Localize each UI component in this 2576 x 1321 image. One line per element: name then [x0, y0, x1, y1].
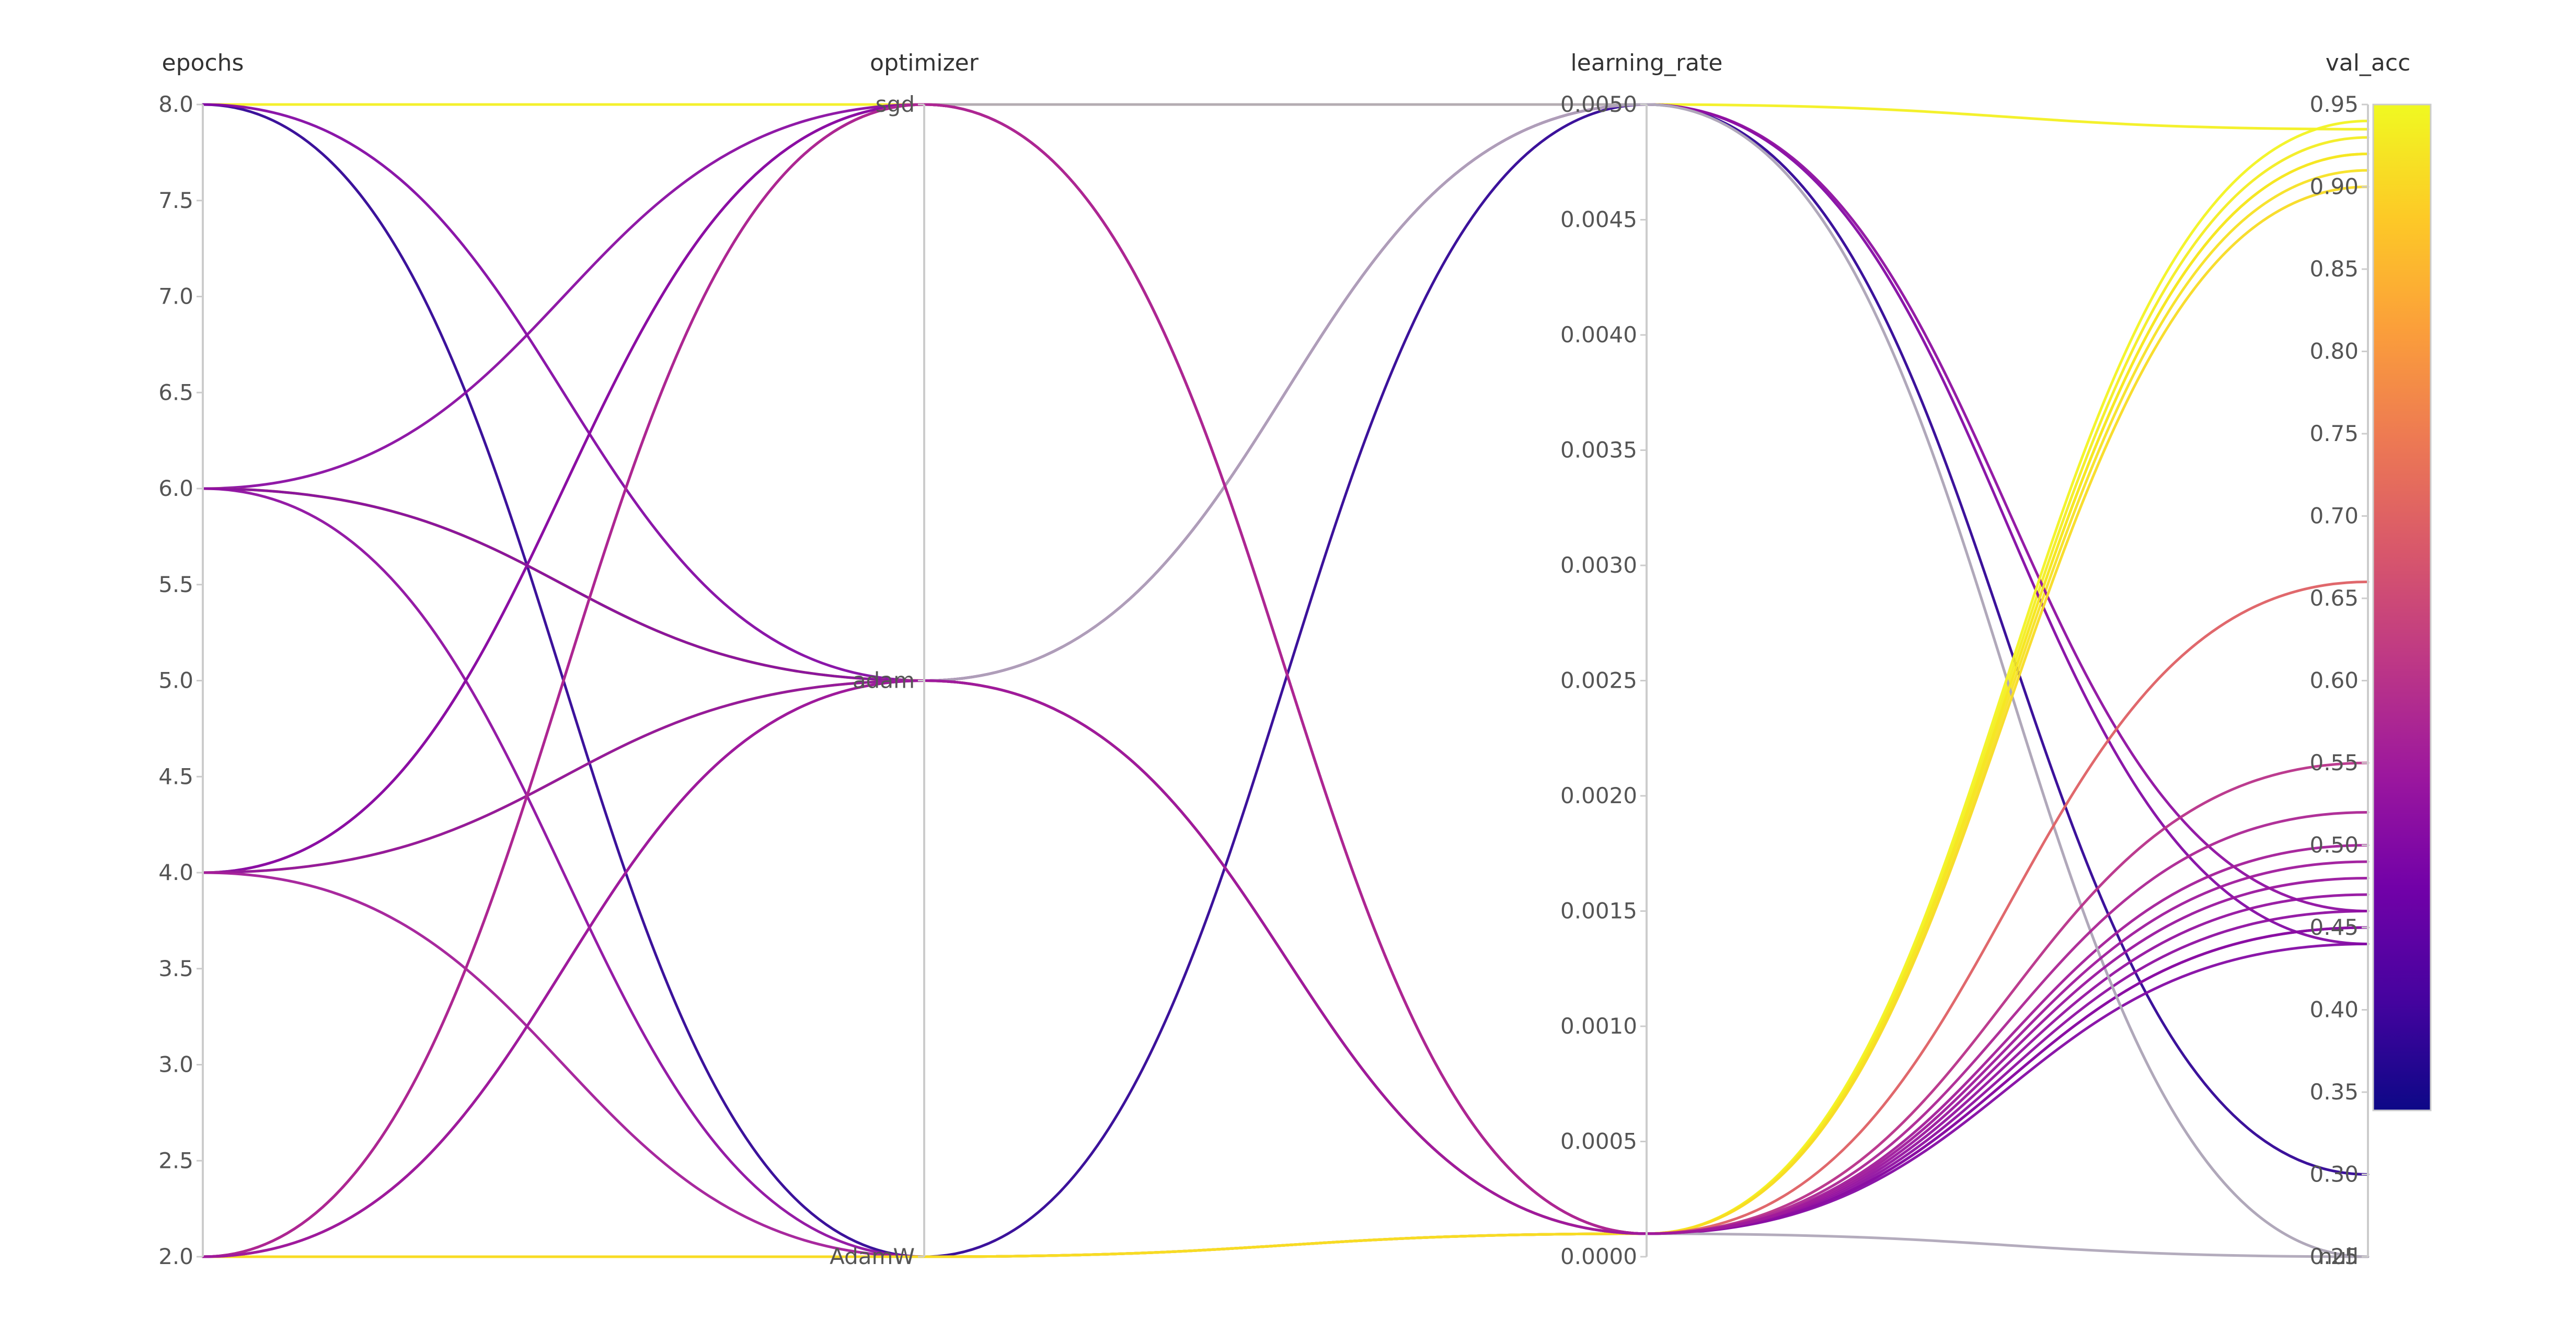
tick-label: 0.25: [2309, 1244, 2359, 1269]
category-label-AdamW: AdamW: [830, 1244, 915, 1269]
tick-label: 0.85: [2309, 256, 2359, 282]
tick-label: 8.0: [158, 91, 193, 117]
axis-title-val_acc[interactable]: val_acc: [2326, 50, 2411, 76]
tick-label: 0.0045: [1560, 207, 1637, 233]
axis-title-epochs[interactable]: epochs: [162, 50, 244, 76]
axis-title-learning_rate[interactable]: learning_rate: [1571, 50, 1723, 76]
tick-label: 0.75: [2309, 421, 2359, 446]
tick-label: 0.60: [2309, 668, 2359, 693]
run-line-15[interactable]: [201, 679, 2370, 1258]
axis-optimizer[interactable]: optimizer AdamW adam sgd: [830, 50, 979, 1269]
colorbar-gradient: [2373, 105, 2431, 1110]
run-lines: [201, 103, 2370, 1258]
axis-learning_rate[interactable]: learning_rate 0.0000 0.0005 0.0010 0.0015 0.0…: [1560, 50, 1722, 1269]
tick-label: 0.65: [2309, 585, 2359, 611]
run-line-24[interactable]: [201, 679, 2370, 1258]
tick-label: 0.0005: [1560, 1129, 1637, 1154]
tick-label: 0.0020: [1560, 783, 1637, 808]
tick-label: 0.0050: [1560, 91, 1637, 117]
null-label: null: [2318, 1244, 2359, 1269]
run-line-2[interactable]: [201, 103, 2370, 1258]
tick-label: 5.0: [158, 668, 193, 693]
tick-label: 0.50: [2309, 832, 2359, 858]
tick-label: 2.0: [158, 1244, 193, 1269]
tick-label: 0.0015: [1560, 898, 1637, 924]
run-line-7[interactable]: [201, 103, 2370, 945]
tick-label: 6.0: [158, 476, 193, 501]
tick-label: 0.0025: [1560, 668, 1637, 693]
tick-label: 0.80: [2309, 339, 2359, 364]
tick-label: 0.35: [2309, 1079, 2359, 1105]
run-line-18[interactable]: [201, 153, 2370, 1258]
tick-label: 0.0010: [1560, 1013, 1637, 1039]
tick-label: 0.0040: [1560, 322, 1637, 347]
run-line-19[interactable]: [201, 186, 2370, 1258]
run-line-22[interactable]: [201, 103, 2370, 1258]
axes: epochs 2.0 2.5 3.0 3.5 4.0 4.5 5.0 5.5 6.0 6.5 7.0 7…: [158, 50, 2410, 1269]
run-line-1[interactable]: [201, 103, 2370, 131]
tick-label: 0.40: [2309, 997, 2359, 1023]
axis-epochs[interactable]: epochs 2.0 2.5 3.0 3.5 4.0 4.5 5.0 5.5 6.0 6.5 7.0 7…: [158, 50, 244, 1269]
tick-label: 0.95: [2309, 91, 2359, 117]
tick-label: 6.5: [158, 379, 193, 405]
axis-val_acc[interactable]: val_acc 0.25 0.30 0.35 0.40 0.45 0.50 0.55 0.60 0…: [2309, 50, 2410, 1269]
tick-label: 0.70: [2309, 503, 2359, 529]
run-line-5[interactable]: [201, 136, 2370, 1235]
tick-label: 0.0000: [1560, 1244, 1637, 1269]
category-label-adam: adam: [853, 668, 915, 693]
category-label-sgd: sgd: [876, 91, 915, 117]
tick-label: 7.5: [158, 188, 193, 213]
tick-label: 0.45: [2309, 914, 2359, 940]
tick-label: 2.5: [158, 1148, 193, 1173]
tick-label: 3.0: [158, 1052, 193, 1077]
tick-label: 0.0035: [1560, 437, 1637, 463]
tick-label: 0.0030: [1560, 552, 1637, 578]
tick-label: 7.0: [158, 284, 193, 309]
tick-label: 4.0: [158, 860, 193, 885]
run-line-17[interactable]: [201, 120, 2370, 1258]
tick-label: 3.5: [158, 956, 193, 981]
colorbar: [2372, 103, 2432, 1111]
run-line-23[interactable]: [201, 679, 2370, 1258]
axis-title-optimizer[interactable]: optimizer: [870, 50, 979, 76]
run-line-6[interactable]: [201, 153, 2370, 1235]
tick-label: 0.55: [2309, 750, 2359, 775]
tick-label: 5.5: [158, 572, 193, 597]
colorbar-frame: [2372, 103, 2432, 1111]
tick-label: 0.30: [2309, 1162, 2359, 1187]
tick-label: 4.5: [158, 763, 193, 789]
tick-label: 0.90: [2309, 174, 2359, 200]
run-line-11[interactable]: [201, 169, 2370, 1235]
